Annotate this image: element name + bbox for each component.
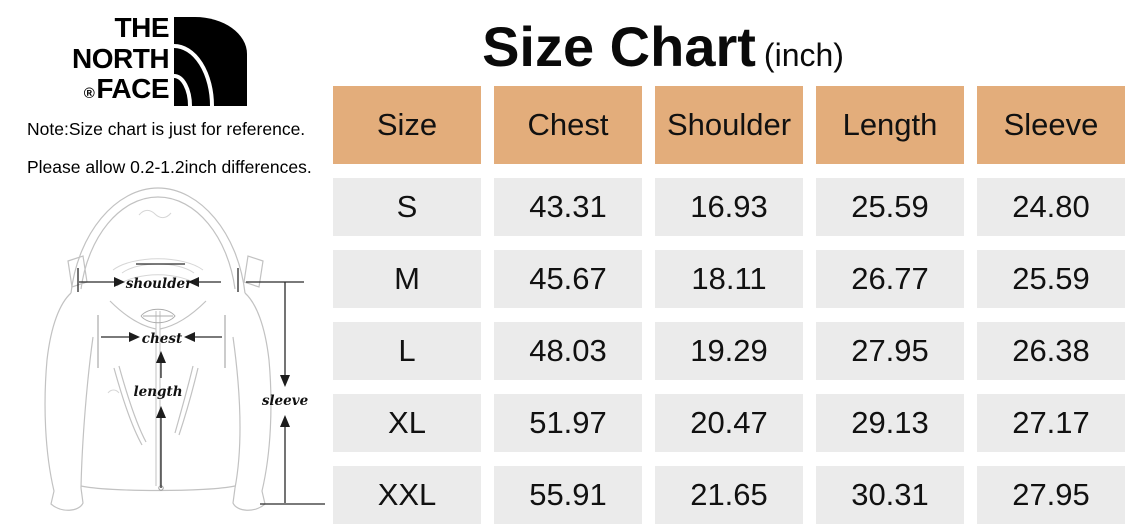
- value-cell: 26.77: [816, 250, 964, 308]
- jacket-diagram: shoulder chest length sleeve: [44, 187, 325, 511]
- note-line-1: Note:Size chart is just for reference.: [27, 119, 306, 139]
- size-cell: S: [333, 178, 481, 236]
- logo-line-face: ®FACE: [83, 73, 170, 110]
- shoulder-dimension: shoulder: [77, 263, 239, 292]
- value-cell: 45.67: [494, 250, 642, 308]
- value-cell: 26.38: [977, 322, 1125, 380]
- value-cell: 30.31: [816, 466, 964, 524]
- value-cell: 21.65: [655, 466, 803, 524]
- column-header-shoulder: Shoulder: [655, 86, 803, 164]
- registered-mark: ®: [83, 85, 95, 102]
- value-cell: 29.13: [816, 394, 964, 452]
- title-main: Size Chart: [482, 15, 756, 78]
- logo-wordmark: THE NORTH ®FACE: [72, 12, 170, 110]
- size-cell: M: [333, 250, 481, 308]
- page-title: Size Chart (inch): [333, 14, 993, 79]
- jacket-outline: [44, 187, 272, 511]
- logo-line-north: NORTH: [72, 42, 170, 74]
- value-cell: 48.03: [494, 322, 642, 380]
- value-cell: 27.95: [816, 322, 964, 380]
- reference-note: Note:Size chart is just for reference. P…: [27, 118, 312, 194]
- measurement-label-shoulder: shoulder: [126, 276, 193, 292]
- size-cell: L: [333, 322, 481, 380]
- column-header-length: Length: [816, 86, 964, 164]
- note-line-2: Please allow 0.2-1.2inch differences.: [27, 157, 312, 177]
- value-cell: 20.47: [655, 394, 803, 452]
- logo-face-text: FACE: [96, 73, 170, 104]
- measurement-label-length: length: [133, 384, 182, 400]
- column-header-size: Size: [333, 86, 481, 164]
- size-cell: XXL: [333, 466, 481, 524]
- column-header-sleeve: Sleeve: [977, 86, 1125, 164]
- size-table: Size Chest Shoulder Length Sleeve S 43.31 16.93…: [333, 86, 1125, 524]
- sleeve-dimension: sleeve: [246, 281, 325, 505]
- half-dome-icon: [174, 17, 248, 107]
- value-cell: 51.97: [494, 394, 642, 452]
- size-cell: XL: [333, 394, 481, 452]
- value-cell: 55.91: [494, 466, 642, 524]
- value-cell: 16.93: [655, 178, 803, 236]
- chest-dimension: chest: [97, 315, 226, 368]
- value-cell: 18.11: [655, 250, 803, 308]
- title-unit: (inch): [763, 37, 844, 73]
- logo-line-the: THE: [114, 12, 170, 43]
- value-cell: 27.95: [977, 466, 1125, 524]
- value-cell: 25.59: [977, 250, 1125, 308]
- value-cell: 27.17: [977, 394, 1125, 452]
- value-cell: 19.29: [655, 322, 803, 380]
- measurement-label-sleeve: sleeve: [262, 393, 309, 409]
- value-cell: 43.31: [494, 178, 642, 236]
- value-cell: 25.59: [816, 178, 964, 236]
- value-cell: 24.80: [977, 178, 1125, 236]
- length-dimension: length: [133, 351, 183, 488]
- measurement-label-chest: chest: [142, 331, 183, 347]
- column-header-chest: Chest: [494, 86, 642, 164]
- north-face-logo: THE NORTH ®FACE: [72, 12, 248, 110]
